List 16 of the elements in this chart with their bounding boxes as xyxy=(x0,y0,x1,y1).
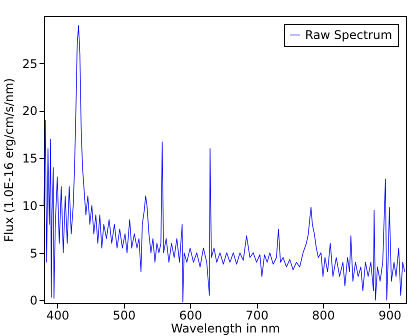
y-axis-title: Flux (1.0E-16 erg/cm/s/nm) xyxy=(2,78,16,242)
x-tick-label: 800 xyxy=(312,308,335,322)
y-tick-label: 20 xyxy=(22,104,38,118)
x-tick-label: 900 xyxy=(378,308,402,322)
y-tick-label: 5 xyxy=(30,246,38,260)
x-tick-label: 500 xyxy=(112,308,136,322)
legend-label: Raw Spectrum xyxy=(305,28,392,42)
y-tick-label: 15 xyxy=(22,152,38,166)
y-tick-label: 25 xyxy=(22,56,38,71)
x-tick-label: 600 xyxy=(179,308,202,322)
x-tick-label: 400 xyxy=(46,308,70,322)
x-tick-label: 700 xyxy=(246,308,269,322)
y-tick-label: 0 xyxy=(30,294,38,308)
y-tick-label: 10 xyxy=(22,198,38,213)
line-series xyxy=(44,25,406,302)
x-axis-title: Wavelength in nm xyxy=(170,322,280,336)
